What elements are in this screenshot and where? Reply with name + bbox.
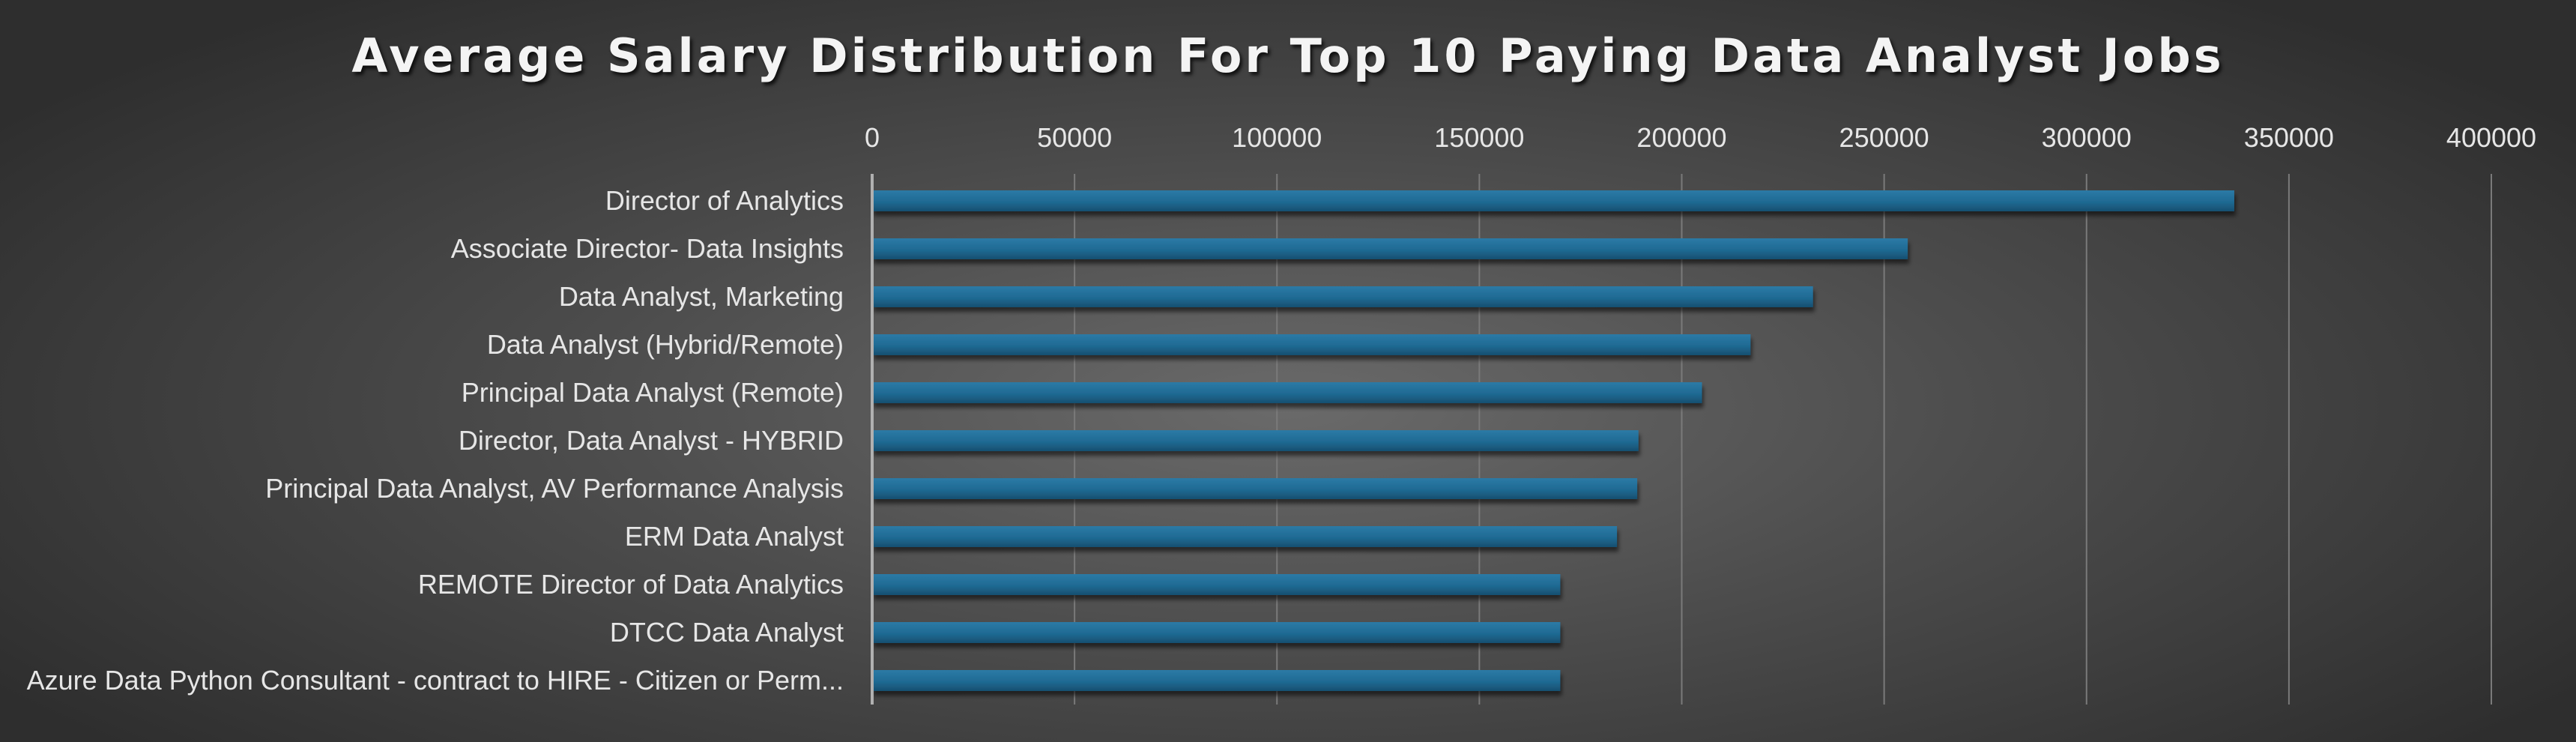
- bar: [872, 430, 1639, 451]
- category-label: Principal Data Analyst, AV Performance A…: [265, 473, 844, 504]
- category-label: Associate Director- Data Insights: [451, 233, 844, 264]
- bar: [872, 190, 2234, 211]
- bar: [872, 286, 1813, 307]
- category-label: ERM Data Analyst: [625, 521, 844, 552]
- category-label: REMOTE Director of Data Analytics: [418, 569, 844, 600]
- x-tick-label: 100000: [1232, 122, 1322, 153]
- x-tick-label: 400000: [2446, 122, 2536, 153]
- bar: [872, 622, 1561, 643]
- bar: [872, 526, 1618, 547]
- bar: [872, 382, 1702, 403]
- category-label: Principal Data Analyst (Remote): [462, 377, 844, 408]
- x-tick-label: 50000: [1037, 122, 1112, 153]
- bar: [872, 670, 1561, 691]
- category-label: Director, Data Analyst - HYBRID: [459, 425, 844, 456]
- bar: [872, 478, 1638, 499]
- category-label: Azure Data Python Consultant - contract …: [27, 665, 844, 696]
- bar: [872, 574, 1561, 595]
- x-tick-label: 300000: [2042, 122, 2132, 153]
- x-tick-label: 0: [865, 122, 880, 153]
- bar: [872, 238, 1908, 259]
- category-label: Data Analyst, Marketing: [559, 281, 844, 312]
- category-label: Data Analyst (Hybrid/Remote): [487, 329, 844, 360]
- x-tick-label: 350000: [2244, 122, 2334, 153]
- bar: [872, 334, 1751, 355]
- x-tick-label: 250000: [1839, 122, 1929, 153]
- chart-title: Average Salary Distribution For Top 10 P…: [351, 28, 2225, 83]
- category-label: DTCC Data Analyst: [610, 617, 844, 648]
- category-label: Director of Analytics: [605, 185, 844, 216]
- x-tick-label: 150000: [1434, 122, 1524, 153]
- x-tick-label: 200000: [1636, 122, 1726, 153]
